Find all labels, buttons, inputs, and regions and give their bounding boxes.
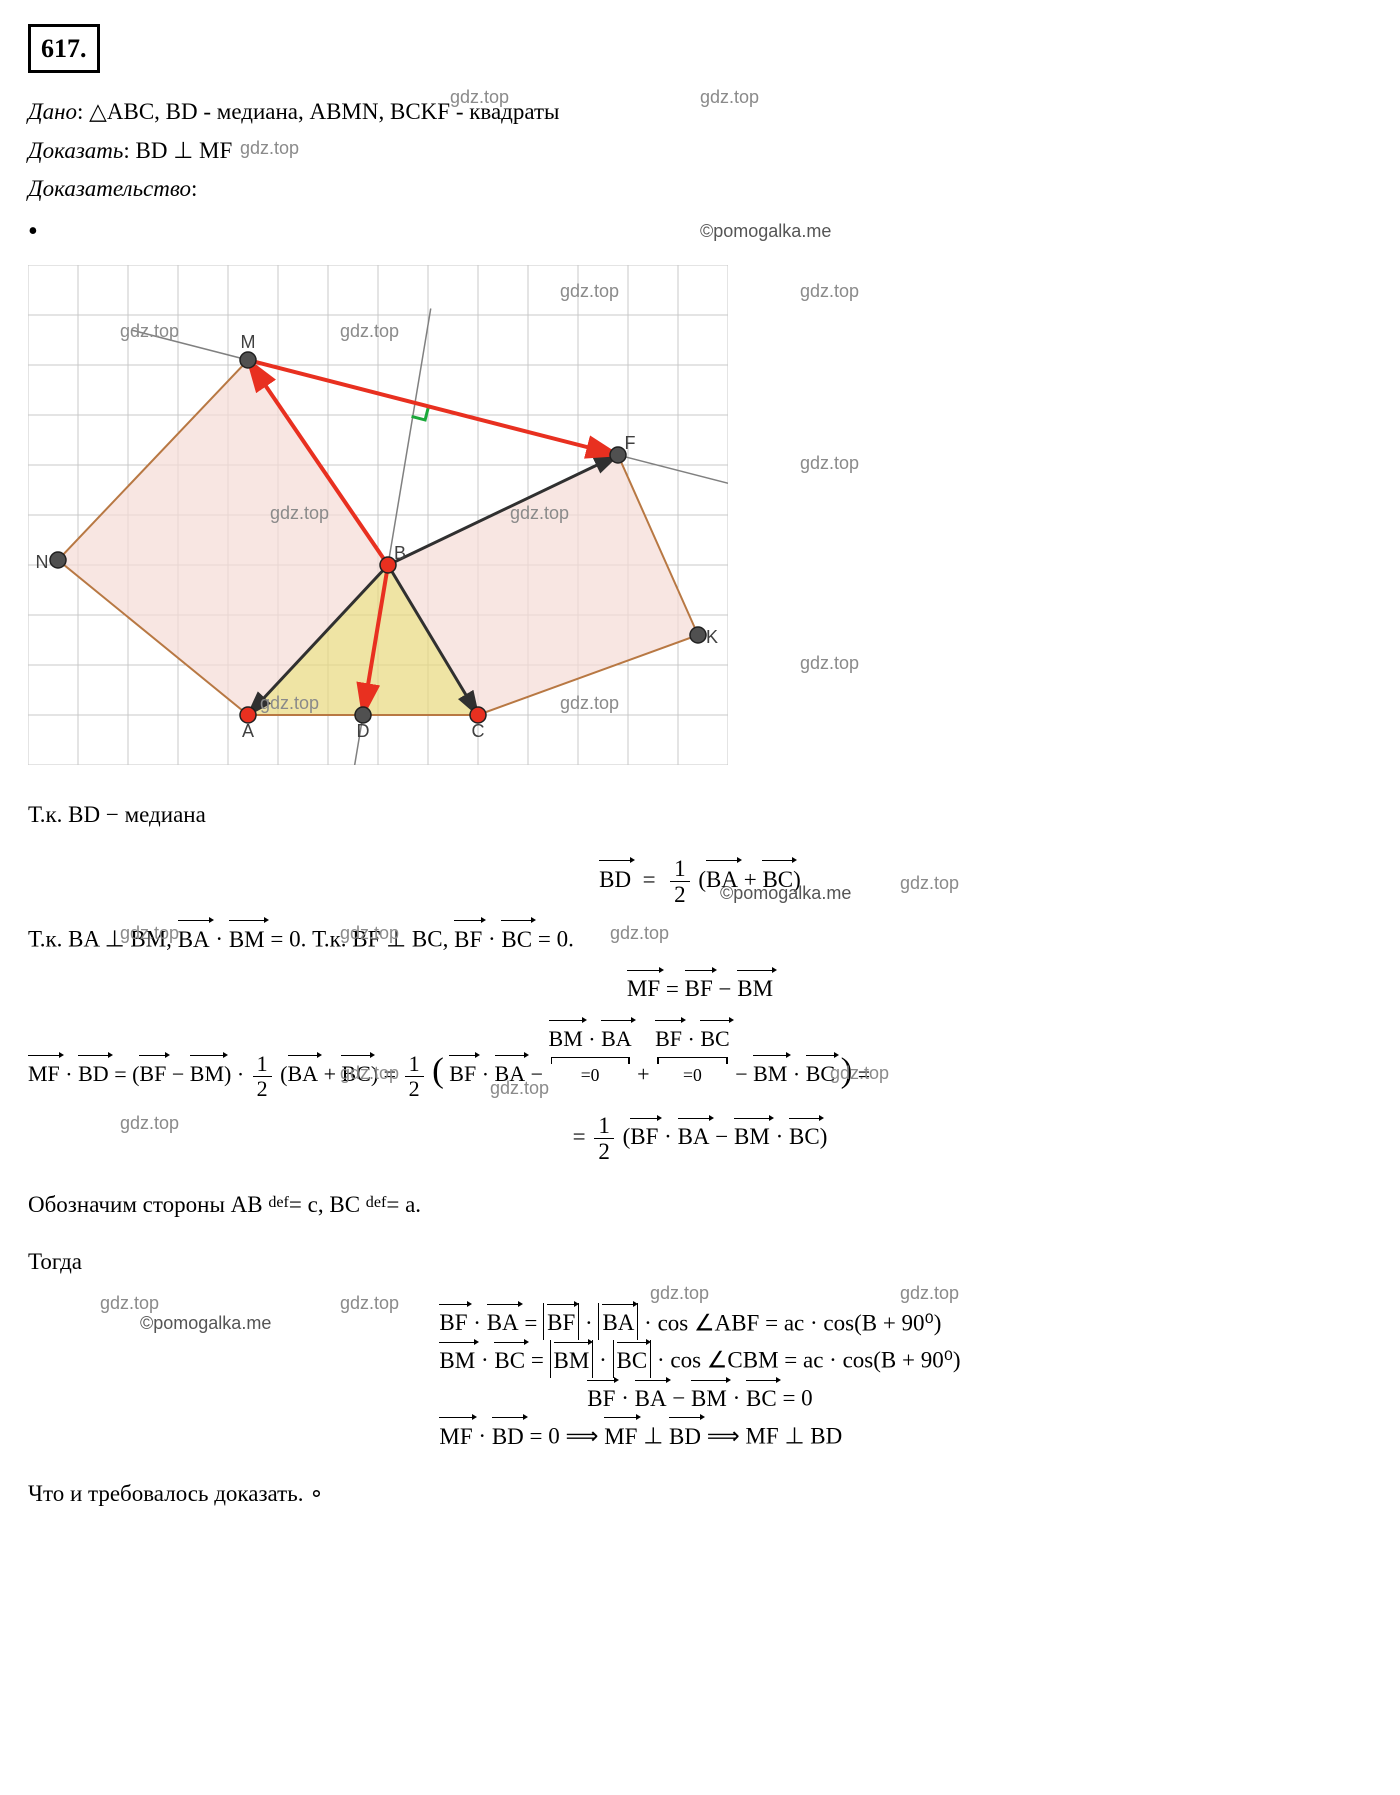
svg-text:N: N [36,552,49,572]
geometry-diagram: A B C D M N F K [28,265,1372,776]
svg-text:M: M [241,332,256,352]
formula-mf: MF = BF − BM [28,969,1372,1007]
since-bd-median: Т.к. BD − медиана [28,798,1372,833]
svg-text:A: A [242,721,254,741]
prove-body: : BD ⊥ MF [123,138,232,163]
svg-text:C: C [472,721,485,741]
prove-label: Доказать [28,138,123,163]
formula-bd-median: BD = 12 (BA + BC) [28,856,1372,908]
svg-text:D: D [357,721,370,741]
prove-line: Доказать: BD ⊥ MF [28,134,1372,169]
given-block: Дано: △ABC, BD - медиана, ABMN, BCKF - к… [28,95,1372,207]
perp-conditions: Т.к. BA ⊥ BM, BA · BM = 0. Т.к. BF ⊥ BC,… [28,919,1372,957]
proof-label: Доказательство [28,176,191,201]
let-sides: Обозначим стороны AB def= c, BC def= a. [28,1188,1372,1223]
given-line: Дано: △ABC, BD - медиана, ABMN, BCKF - к… [28,95,1372,130]
diagram-svg: A B C D M N F K [28,265,728,765]
underbrace-bm-ba: BM · BA =0 [549,1019,632,1089]
proof-colon: : [191,176,197,201]
formula-final-block: BF · BA = BF · BA · cos ∠ABF = ac · cos(… [28,1303,1372,1455]
half-frac: 12 [670,856,690,908]
problem-number: 617. [28,24,100,73]
vec-bd: BD [599,859,631,897]
given-body: : △ABC, BD - медиана, ABMN, BCKF - квадр… [77,99,559,124]
svg-text:K: K [706,627,718,647]
proof-label-line: Доказательство: [28,172,1372,207]
formula-expansion-2: = 12 (BF · BA − BM · BC) [28,1113,1372,1165]
svg-text:F: F [625,433,636,453]
then-label: Тогда [28,1245,1372,1280]
given-label: Дано [28,99,77,124]
qed: Что и требовалось доказать. ∘ [28,1477,1372,1512]
svg-text:B: B [394,543,406,563]
formula-expansion-1: MF · BD = (BF − BM) · 12 (BA + BC) = 12 … [28,1019,1372,1101]
underbrace-bf-bc: BF · BC =0 [655,1019,730,1089]
